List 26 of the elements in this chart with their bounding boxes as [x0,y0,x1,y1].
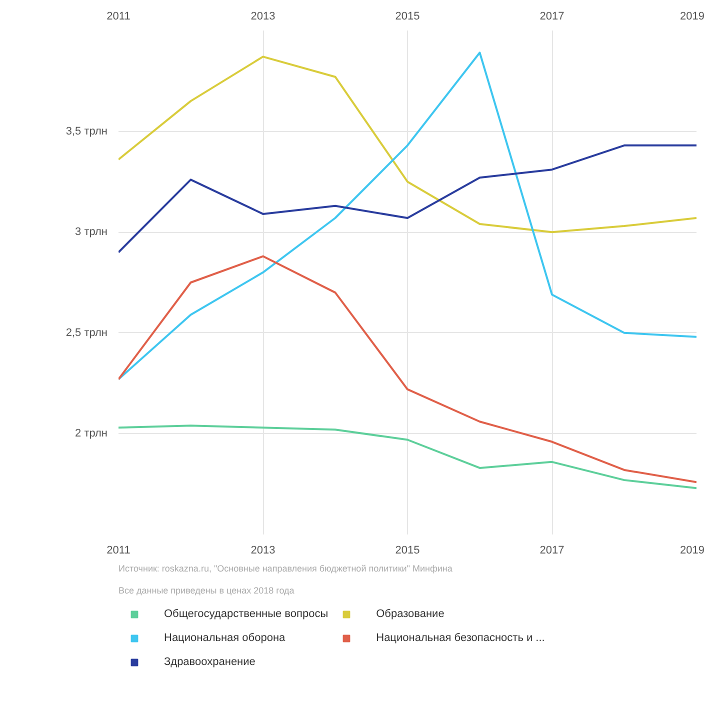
legend-label: Образование [376,608,444,620]
line-series [118,424,696,490]
y-tick-label: 2 трлн [75,428,108,440]
y-tick-label: 3 трлн [75,226,108,238]
x-tick-label: 2011 [106,10,130,22]
x2-tick-label: 2011 [106,544,130,556]
x-tick-label: 2013 [250,10,276,22]
x2-tick-label: 2015 [395,544,420,556]
legend-label: Общегосударственные вопросы [164,608,328,620]
text: Источник: roskazna.ru, "Основные направления бюджетной политики" Минфина [118,564,452,574]
x2-tick-label: 2017 [540,544,564,556]
x-tick-label: 2019 [680,10,704,22]
x2-tick-label: 2019 [680,544,704,556]
line-series [118,56,696,234]
y-tick-label: 3,5 трлн [66,125,108,138]
line-series [118,52,696,380]
x-tick-label: 2017 [540,10,564,22]
y-tick-label: 2,5 трлн [66,326,108,339]
legend-label: Национальная безопасность и ... [376,632,545,644]
legend-label: Национальная оборона [164,632,286,644]
line-series [118,144,696,254]
text: Все данные приведены в ценах 2018 года [118,586,294,596]
legend-label: Здравоохранение [164,656,256,668]
line-series [118,255,696,484]
x2-tick-label: 2013 [250,544,276,556]
x-tick-label: 2015 [395,10,420,22]
